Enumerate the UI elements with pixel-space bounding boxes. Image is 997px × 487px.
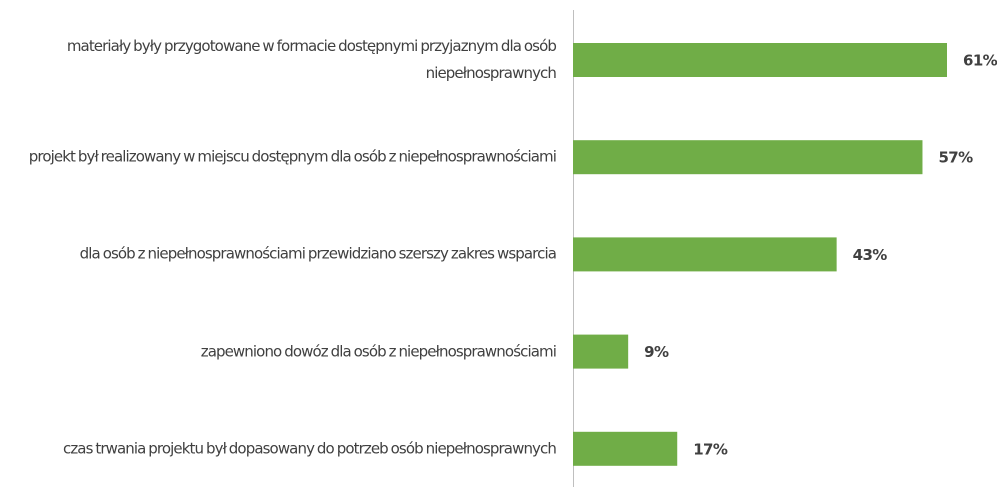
bar [573,140,923,175]
bar [573,431,678,466]
category-label: materiały były przygotowane w formacie d… [66,37,557,82]
category-label: dla osób z niepełnosprawnościami przewid… [79,244,557,263]
bar [573,43,947,77]
value-label: 9% [644,343,669,361]
category-label: zapewniono dowóz dla osób z niepełnospra… [200,342,557,361]
category-label: projekt był realizowany w miejscu dostęp… [28,147,557,166]
value-label: 43% [853,246,888,264]
bar [573,334,629,369]
bar [573,237,837,272]
value-label: 61% [963,52,997,70]
value-label: 17% [693,440,728,458]
category-label: czas trwania projektu był dopasowany do … [62,439,557,458]
value-label: 57% [938,149,973,167]
